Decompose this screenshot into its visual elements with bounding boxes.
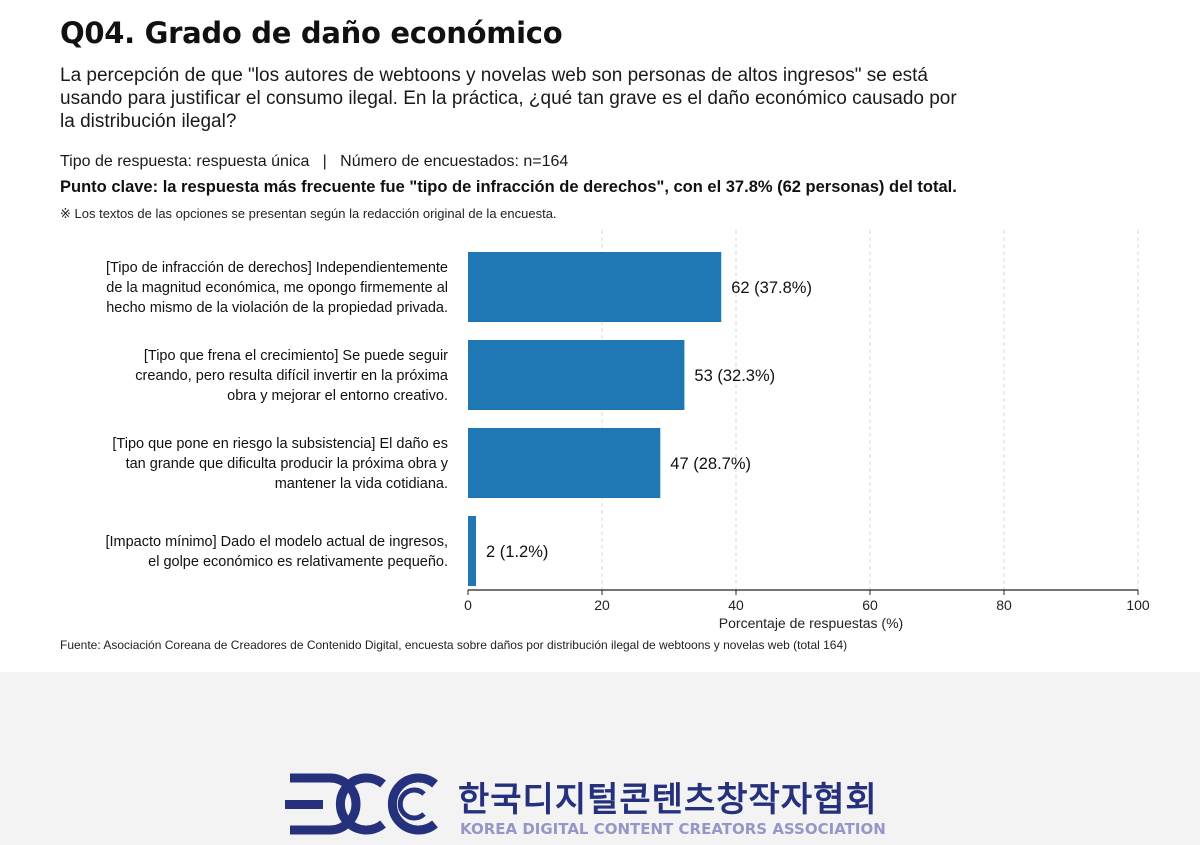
bar <box>468 428 661 498</box>
x-tick-label: 100 <box>1126 597 1150 613</box>
category-label: mantener la vida cotidiana. <box>275 476 448 492</box>
question-text: La percepción de que "los autores de web… <box>60 65 957 132</box>
x-tick-label: 20 <box>594 597 610 613</box>
category-labels: [Tipo de infracción de derechos] Indepen… <box>105 260 448 570</box>
x-axis: 0 20 40 60 80 100 Porcentaje de respuestas (%) <box>464 589 1150 631</box>
data-label: 2 (1.2%) <box>486 543 548 561</box>
category-label: [Impacto mínimo] Dado el modelo actual d… <box>105 534 448 550</box>
options-note: ※ Los textos de las opciones se presenta… <box>60 206 557 221</box>
org-name-english: KOREA DIGITAL CONTENT CREATORS ASSOCIATI… <box>460 820 886 838</box>
x-tick-label: 0 <box>464 597 472 613</box>
category-label: de la magnitud económica, me opongo firm… <box>106 280 448 296</box>
x-tick-label: 40 <box>728 597 744 613</box>
bar <box>468 340 685 410</box>
category-label: creando, pero resulta difícil invertir e… <box>135 368 449 384</box>
x-tick-label: 80 <box>996 597 1012 613</box>
category-label: [Tipo que frena el crecimiento] Se puede… <box>144 348 448 364</box>
page-title: Q04. Grado de daño económico <box>60 16 563 50</box>
data-label: 53 (32.3%) <box>694 367 775 385</box>
x-axis-label: Porcentaje de respuestas (%) <box>719 615 903 631</box>
category-label: [Tipo que pone en riesgo la subsistencia… <box>112 436 448 452</box>
category-label: tan grande que dificulta producir la pró… <box>126 456 449 472</box>
data-label: 47 (28.7%) <box>670 455 751 473</box>
bar-chart: 62 (37.8%) 53 (32.3%) 47 (28.7%) 2 (1.2%) [… <box>105 230 1150 631</box>
category-label: obra y mejorar el entorno creativo. <box>227 388 448 404</box>
key-point: Punto clave: la respuesta más frecuente … <box>60 178 957 196</box>
association-logo-icon <box>285 773 438 835</box>
org-name-korean: 한국디지털콘텐츠창작자협회 <box>458 780 878 820</box>
bar <box>468 516 477 586</box>
category-label: [Tipo de infracción de derechos] Indepen… <box>106 260 448 276</box>
category-label: el golpe económico es relativamente pequ… <box>148 554 448 570</box>
bar <box>468 252 722 322</box>
source-note: Fuente: Asociación Coreana de Creadores … <box>60 638 848 652</box>
chart-card <box>0 0 1200 672</box>
data-label: 62 (37.8%) <box>731 279 812 297</box>
category-label: hecho mismo de la violación de la propie… <box>106 300 448 316</box>
bars: 62 (37.8%) 53 (32.3%) 47 (28.7%) 2 (1.2%) <box>468 252 812 586</box>
response-meta: Tipo de respuesta: respuesta única | Núm… <box>60 153 569 170</box>
x-tick-label: 60 <box>862 597 878 613</box>
